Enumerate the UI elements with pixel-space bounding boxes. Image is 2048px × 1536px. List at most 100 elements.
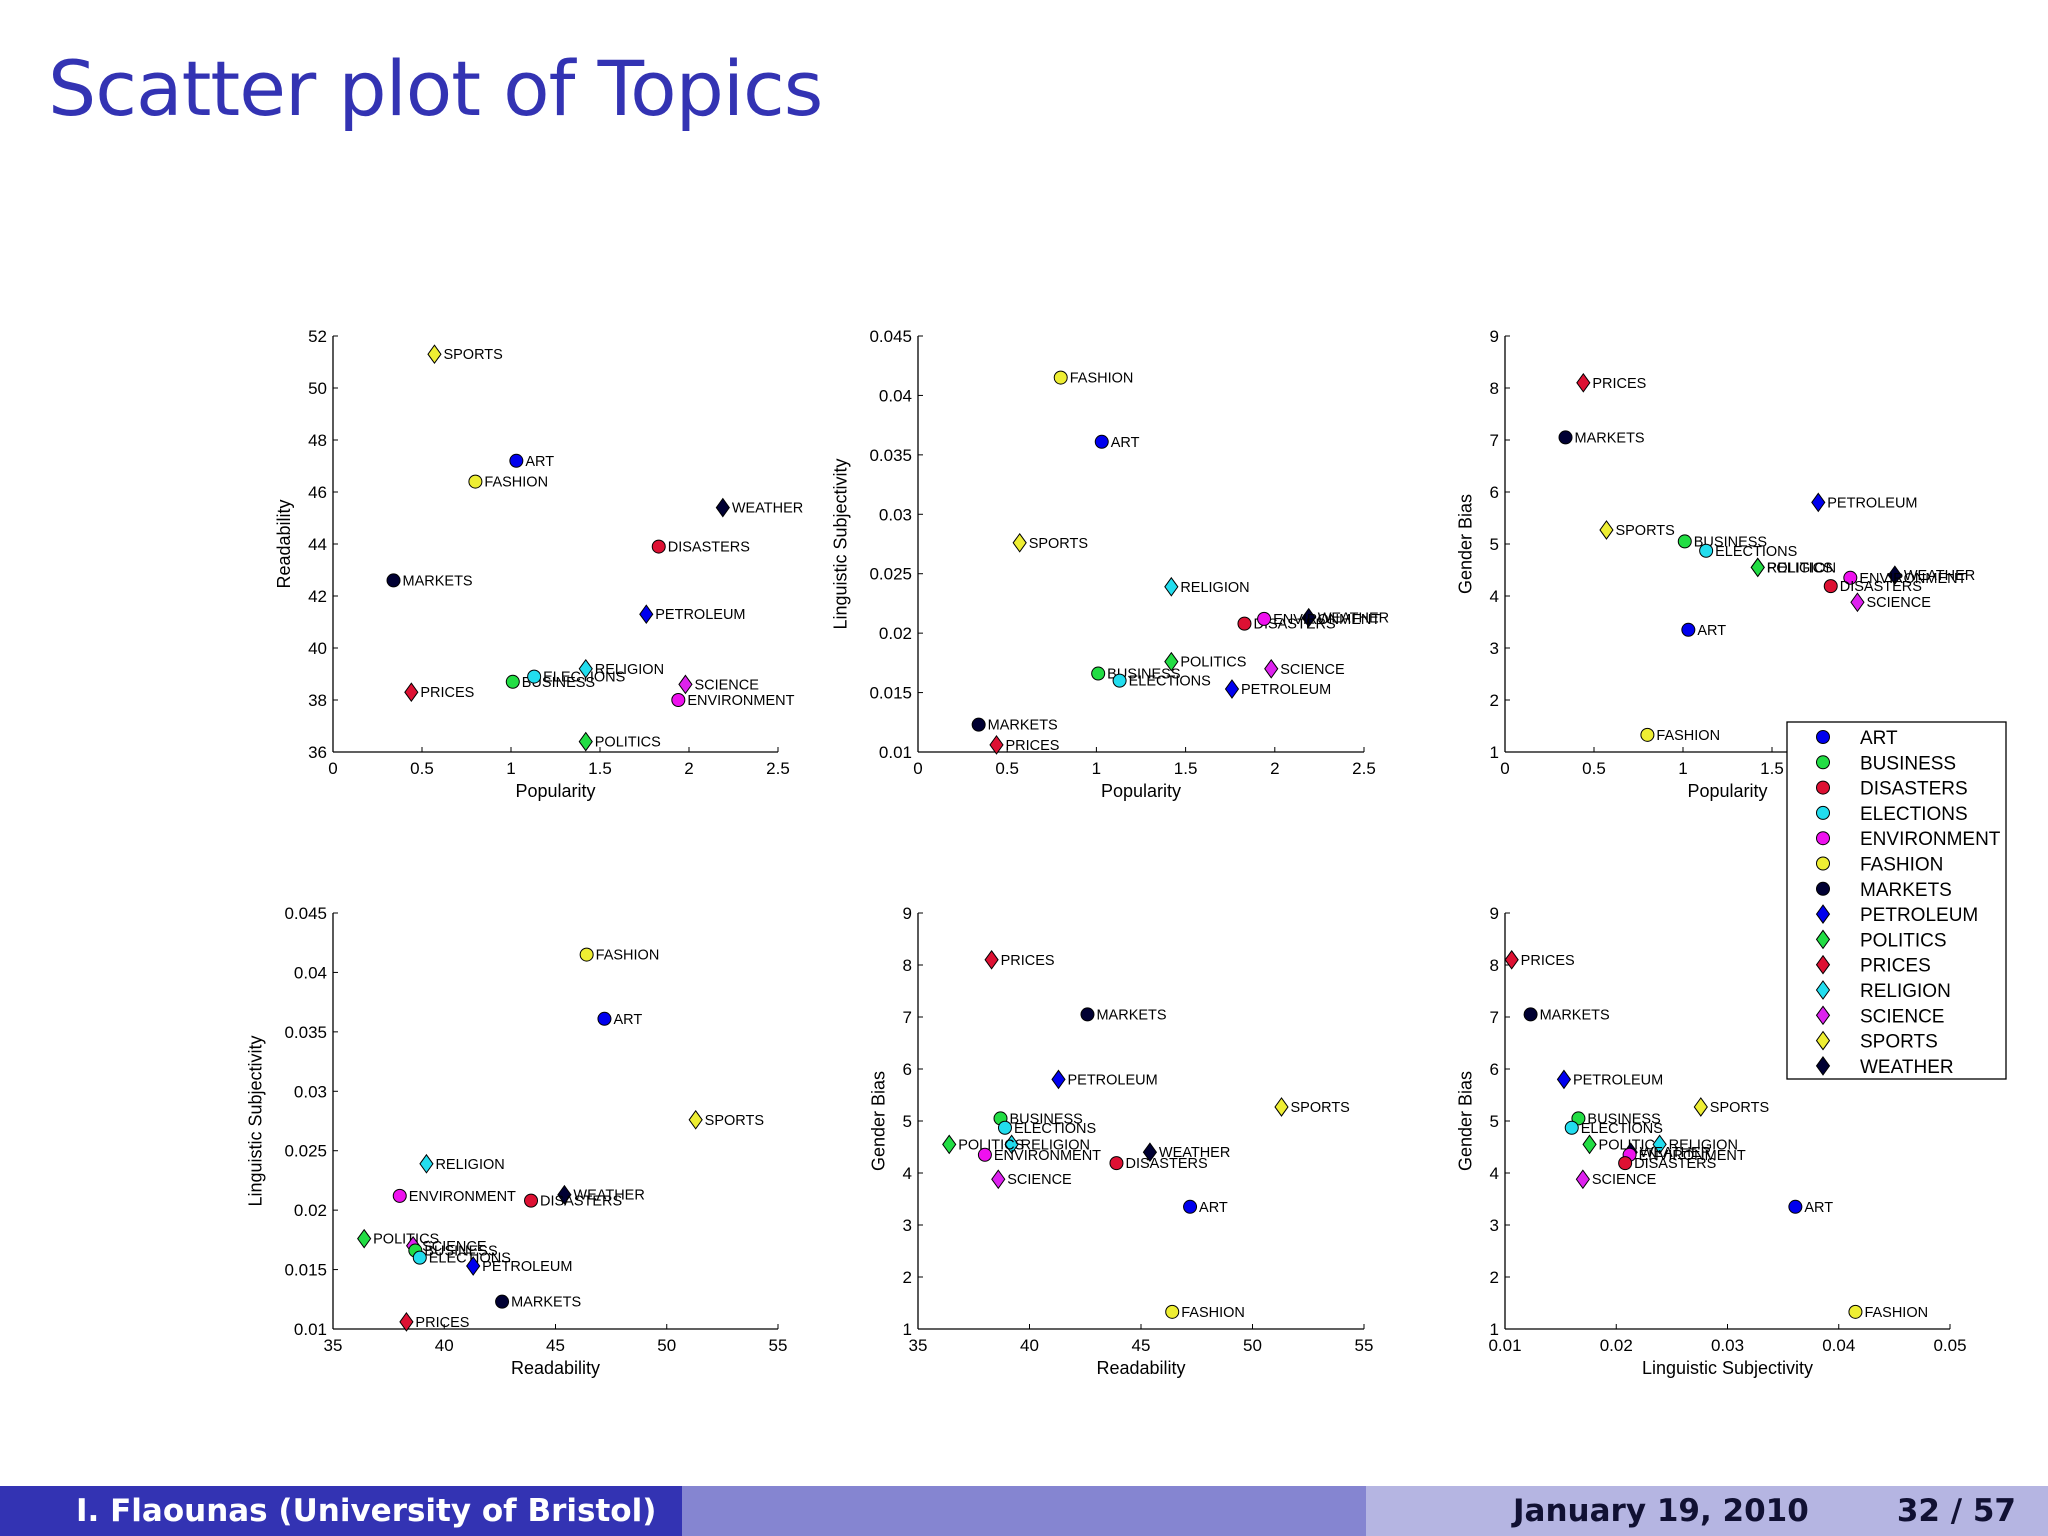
- point-label-science: SCIENCE: [1280, 662, 1345, 678]
- legend-marker-markets: [1816, 881, 1830, 896]
- point-label-sports: SPORTS: [1029, 536, 1088, 552]
- x-tick-label: 1: [1092, 759, 1101, 778]
- legend-marker-sports: [1815, 1030, 1831, 1051]
- point-label-business: BUSINESS: [1694, 534, 1767, 550]
- legend-label-fashion: FASHION: [1860, 855, 1943, 876]
- y-tick-label: 0.045: [869, 327, 912, 346]
- y-tick-label: 9: [1490, 327, 1499, 346]
- y-tick-label: 36: [308, 743, 327, 762]
- point-label-petroleum: PETROLEUM: [1067, 1072, 1157, 1088]
- point-label-sports: SPORTS: [1710, 1100, 1769, 1116]
- point-politics: [357, 1228, 372, 1249]
- y-tick-label: 6: [903, 1060, 912, 1079]
- slide-title: Scatter plot of Topics: [48, 44, 823, 133]
- point-science: [1264, 658, 1279, 679]
- y-tick-label: 0.04: [879, 386, 912, 405]
- y-tick-label: 3: [1490, 1216, 1499, 1235]
- footer-info: January 19, 2010 32 / 57: [1366, 1486, 2048, 1536]
- scatter-panel-2: 0 0.5 1 1.5 2 2.5 0.01 0.015 0.02 0.025 0.03 0.035 0…: [831, 327, 1390, 801]
- y-tick-label: 0.015: [284, 1261, 327, 1280]
- point-label-elections: ELECTIONS: [1581, 1121, 1663, 1137]
- point-label-science: SCIENCE: [1007, 1172, 1072, 1188]
- point-label-petroleum: PETROLEUM: [482, 1259, 572, 1275]
- y-axis-label: Readability: [274, 499, 294, 588]
- point-label-art: ART: [1111, 435, 1140, 451]
- x-tick-label: 35: [324, 1336, 343, 1355]
- point-label-disasters: DISASTERS: [1840, 579, 1922, 595]
- point-art: [1681, 622, 1696, 637]
- y-tick-label: 5: [1490, 1112, 1499, 1131]
- x-tick-label: 0.5: [995, 759, 1019, 778]
- y-tick-label: 4: [1490, 1164, 1499, 1183]
- legend-label-art: ART: [1860, 728, 1898, 749]
- point-label-disasters: DISASTERS: [1253, 617, 1335, 633]
- x-tick-label: 1.5: [1174, 759, 1198, 778]
- y-tick-label: 0.01: [879, 743, 912, 762]
- point-label-sports: SPORTS: [443, 347, 502, 363]
- point-label-religion: RELIGION: [1021, 1137, 1090, 1153]
- scatter-panel-6: 0.01 0.02 0.03 0.04 0.05 1 2 3 4 5 6 7 8 9 Linguistic …: [1456, 904, 1967, 1378]
- point-label-prices: PRICES: [1005, 738, 1059, 754]
- point-label-weather: WEATHER: [1159, 1145, 1230, 1161]
- point-environment: [977, 1147, 992, 1162]
- point-markets: [1080, 1007, 1095, 1022]
- point-politics: [1582, 1134, 1597, 1155]
- point-label-religion: RELIGION: [1180, 580, 1249, 596]
- legend-marker-environment: [1816, 831, 1830, 846]
- point-environment: [1843, 570, 1858, 585]
- y-tick-label: 48: [308, 431, 327, 450]
- legend-label-disasters: DISASTERS: [1860, 779, 1968, 800]
- point-label-politics: POLITICS: [1767, 560, 1833, 576]
- point-markets: [386, 573, 401, 588]
- footer-spacer: [682, 1486, 1366, 1536]
- y-tick-label: 4: [1490, 587, 1499, 606]
- point-elections: [412, 1250, 427, 1265]
- point-weather: [1142, 1142, 1158, 1163]
- point-label-markets: MARKETS: [1575, 430, 1645, 446]
- point-sports: [427, 344, 442, 365]
- point-elections: [1699, 543, 1714, 558]
- y-tick-label: 0.025: [284, 1142, 327, 1161]
- point-art: [1094, 434, 1109, 449]
- point-label-religion: RELIGION: [435, 1157, 504, 1173]
- point-label-disasters: DISASTERS: [1634, 1156, 1716, 1172]
- legend-label-weather: WEATHER: [1860, 1057, 1954, 1078]
- point-label-weather: WEATHER: [1318, 611, 1389, 627]
- y-tick-label: 9: [1490, 904, 1499, 923]
- footer-page-number: 32 / 57: [1896, 1493, 2016, 1529]
- y-tick-label: 8: [903, 956, 912, 975]
- chart-legend: ART BUSINESS DISASTERS ELECTIONS ENVIRONMENT…: [1786, 721, 2007, 1080]
- point-business: [1571, 1111, 1586, 1126]
- legend-marker-business: [1816, 755, 1830, 770]
- y-axis-label: Gender Bias: [1456, 494, 1476, 594]
- x-tick-label: 1: [1678, 759, 1687, 778]
- x-tick-label: 40: [1020, 1336, 1039, 1355]
- point-label-politics: POLITICS: [958, 1137, 1024, 1153]
- point-label-fashion: FASHION: [484, 475, 548, 491]
- x-tick-label: 2: [1270, 759, 1279, 778]
- y-tick-label: 2: [1490, 1268, 1499, 1287]
- point-label-science: SCIENCE: [1866, 595, 1931, 611]
- point-label-science: SCIENCE: [694, 677, 759, 693]
- point-label-petroleum: PETROLEUM: [655, 607, 745, 623]
- point-religion: [419, 1153, 434, 1174]
- x-axis-label: Popularity: [515, 781, 595, 801]
- point-elections: [1112, 673, 1127, 688]
- point-science: [678, 674, 693, 695]
- point-petroleum: [1811, 492, 1826, 513]
- point-label-religion: RELIGION: [595, 662, 664, 678]
- y-tick-label: 0.025: [869, 565, 912, 584]
- y-axis-label: Gender Bias: [1456, 1071, 1476, 1171]
- y-tick-label: 4: [903, 1164, 912, 1183]
- y-tick-label: 50: [308, 379, 327, 398]
- footer-author: I. Flaounas (University of Bristol): [0, 1486, 682, 1536]
- point-label-art: ART: [1697, 623, 1726, 639]
- point-markets: [971, 717, 986, 732]
- point-science: [1575, 1169, 1590, 1190]
- point-label-fashion: FASHION: [1070, 371, 1134, 387]
- point-label-disasters: DISASTERS: [668, 540, 750, 556]
- x-tick-label: 0.05: [1933, 1336, 1966, 1355]
- x-tick-label: 1.5: [1760, 759, 1784, 778]
- x-tick-label: 0.04: [1822, 1336, 1855, 1355]
- point-label-business: BUSINESS: [424, 1244, 497, 1260]
